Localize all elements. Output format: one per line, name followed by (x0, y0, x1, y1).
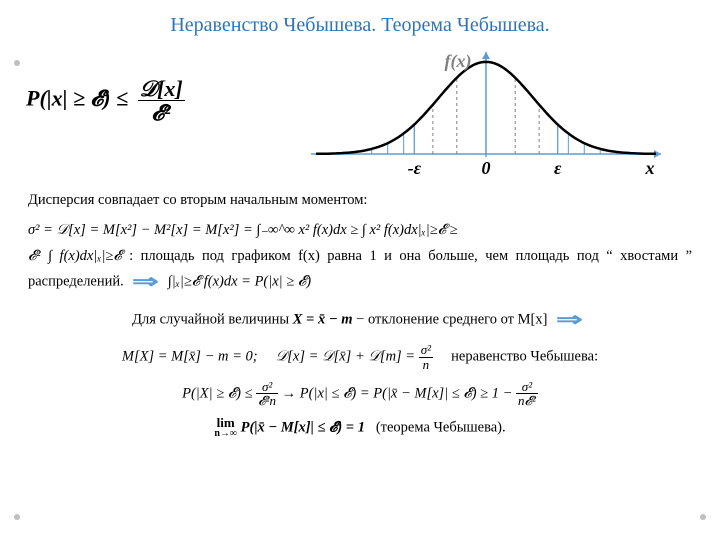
top-row: P(|x| ≥ 𝓔) ≤ 𝒟[x] 𝓔² f(x) -ε 0 ε x (0, 47, 720, 182)
chebyshev-inequality: P(|x| ≥ 𝓔) ≤ 𝒟[x] 𝓔² (0, 47, 286, 124)
svg-text:-ε: -ε (408, 158, 422, 178)
lim: lim (214, 416, 237, 430)
pb-f2-num: σ² (516, 380, 538, 395)
dx-frac-num: σ² (419, 343, 433, 358)
pb-f1-den: 𝓔²n (256, 394, 278, 408)
para-X-def: Для случайной величины X = x̄ − m − откл… (28, 305, 692, 335)
lim-op: lim n→∞ (214, 416, 237, 440)
eq1-line1: σ² = 𝒟[x] = M[x²] − M²[x] = M[x²] = ∫₋∞^… (28, 222, 458, 238)
page-title: Неравенство Чебышева. Теорема Чебышева. (0, 0, 720, 37)
body: Дисперсия совпадает со вторым начальным … (0, 190, 720, 440)
ineq-frac: 𝒟[x] 𝓔² (138, 77, 185, 124)
pb-f2: σ² n𝓔² (516, 380, 538, 408)
lim-expr: P(|x̄ − M[x]| ≤ 𝓔) = 1 (241, 419, 365, 435)
eq-mx-dx: M[X] = M[x̄] − m = 0; 𝒟[x] = 𝒟[x̄] + 𝒟[m… (28, 343, 692, 371)
tail-integral: ∫|ₓ|≥𝓔 f(x)dx = P(|x| ≥ 𝓔) (168, 274, 311, 290)
x-def-bold: X = x̄ − m (293, 312, 353, 328)
arrow-icon: ⇒ (132, 267, 159, 297)
dx-frac: σ² n (419, 343, 433, 371)
eq1-line2b: : площадь под графиком f(x) равна 1 и он… (28, 248, 692, 290)
svg-text:0: 0 (482, 158, 491, 178)
pb-f1-num: σ² (256, 380, 278, 395)
ineq-frac-den: 𝓔² (138, 101, 185, 124)
svg-text:ε: ε (554, 158, 562, 178)
eq-prob-bound: P(|X| ≥ 𝓔) ≤ σ² 𝓔²n → P(|x| ≤ 𝓔) = P(|x̄… (28, 380, 692, 408)
svg-text:f(x): f(x) (445, 51, 472, 72)
svg-text:x: x (645, 158, 655, 178)
x-def-pre: Для случайной величины (132, 312, 293, 328)
eq1-line2a: 𝓔² ∫ f(x)dx|ₓ|≥𝓔 (28, 248, 122, 264)
cheb-label: неравенство Чебышева: (451, 349, 598, 365)
decorative-dot-bl (14, 514, 20, 520)
para-dispersion: Дисперсия совпадает со вторым начальным … (28, 190, 692, 212)
pb-f1: σ² 𝓔²n (256, 380, 278, 408)
arrow-icon: ⇒ (556, 305, 583, 335)
ineq-lhs: P(|x| ≥ 𝓔) ≤ (26, 86, 128, 111)
mx: M[X] = M[x̄] − m = 0; (122, 349, 258, 365)
bell-curve-chart: f(x) -ε 0 ε x (296, 47, 676, 182)
pb-f2-den: n𝓔² (516, 394, 538, 408)
decorative-dot-tl (14, 60, 20, 66)
dx-frac-den: n (419, 358, 433, 372)
lim-sub: n→∞ (214, 429, 237, 440)
pb-mid: → P(|x| ≤ 𝓔) = P(|x̄ − M[x]| ≤ 𝓔) ≥ 1 − (282, 385, 513, 401)
theorem-limit: lim n→∞ P(|x̄ − M[x]| ≤ 𝓔) = 1 (теорема … (28, 416, 692, 440)
x-def-post: − отклонение среднего от M[x] (356, 312, 547, 328)
pb-pre: P(|X| ≥ 𝓔) ≤ (182, 385, 252, 401)
ineq-frac-num: 𝒟[x] (138, 77, 185, 101)
decorative-dot-br (700, 514, 706, 520)
dx-pre: 𝒟[x] = 𝒟[x̄] + 𝒟[m] = (276, 349, 415, 365)
eq1-line2: 𝓔² ∫ f(x)dx|ₓ|≥𝓔 : площадь под графиком … (28, 246, 692, 298)
eq-sigma-expand: σ² = 𝒟[x] = M[x²] − M²[x] = M[x²] = ∫₋∞^… (28, 220, 692, 242)
lim-note: (теорема Чебышева). (376, 419, 506, 435)
